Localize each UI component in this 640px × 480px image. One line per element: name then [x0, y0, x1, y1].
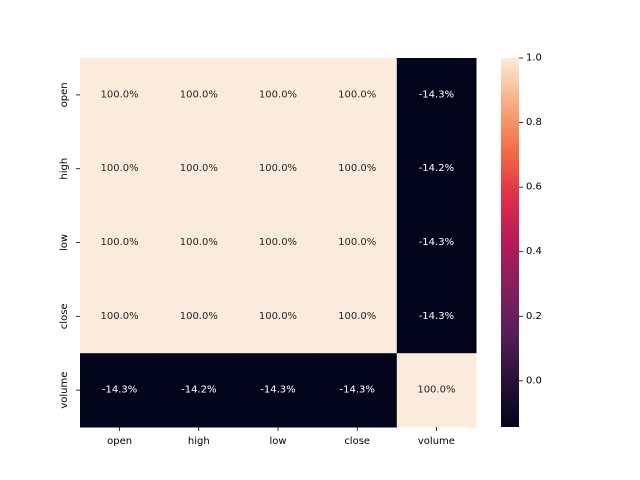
heatmap-cell-label: 100.0%	[417, 385, 455, 396]
heatmap-cell-label: 100.0%	[259, 89, 297, 100]
x-axis: open high low close volume	[107, 427, 455, 447]
heatmap-cell-label: 100.0%	[180, 163, 218, 174]
colorbar-tick-label: 0.4	[526, 246, 542, 257]
heatmap-cell-label: 100.0%	[338, 163, 376, 174]
heatmap-cell	[317, 353, 398, 428]
heatmap-cell-label: 100.0%	[180, 311, 218, 322]
heatmap-cell	[80, 279, 160, 354]
y-tick-label: open	[59, 82, 70, 107]
heatmap-cell	[80, 353, 160, 428]
heatmap-cell	[159, 58, 239, 133]
heatmap-cell-label: 100.0%	[338, 311, 376, 322]
colorbar-tick-label: 1.0	[526, 53, 542, 64]
heatmap-cell	[159, 279, 239, 354]
heatmap-cell	[80, 58, 160, 133]
heatmap-cell	[396, 131, 477, 207]
heatmap-cell-label: -14.3%	[419, 237, 454, 248]
heatmap-cell-label: 100.0%	[338, 89, 376, 100]
heatmap-cell	[396, 205, 477, 280]
heatmap-cell-label: -14.3%	[102, 385, 137, 396]
heatmap-cell-label: 100.0%	[180, 237, 218, 248]
heatmap-cell	[238, 58, 319, 133]
heatmap-cell-label: -14.2%	[419, 163, 454, 174]
heatmap-cell	[396, 353, 477, 428]
x-tick-label: open	[107, 436, 132, 447]
colorbar-tick-label: 0.6	[526, 182, 542, 193]
heatmap-cell	[159, 353, 239, 428]
heatmap-cell-label: 100.0%	[101, 89, 139, 100]
heatmap-cell	[396, 58, 477, 133]
heatmap-cell-label: -14.3%	[260, 385, 295, 396]
x-tick-label: volume	[418, 436, 455, 447]
y-tick-label: low	[59, 234, 70, 251]
heatmap-cell	[80, 205, 160, 280]
heatmap-cell	[238, 205, 319, 280]
heatmap-cell-label: -14.3%	[419, 311, 454, 322]
heatmap-cells	[80, 58, 477, 428]
heatmap-cell	[317, 131, 398, 207]
colorbar: 0.0 0.2 0.4 0.6 0.8 1.0	[501, 53, 542, 427]
heatmap-cell-label: -14.3%	[419, 89, 454, 100]
colorbar-tick-label: 0.2	[526, 311, 542, 322]
heatmap-cell	[396, 279, 477, 354]
y-tick-label: close	[59, 303, 70, 329]
heatmap-cell	[317, 58, 398, 133]
x-tick-label: low	[269, 436, 286, 447]
heatmap-cell	[317, 279, 398, 354]
heatmap-cell	[238, 279, 319, 354]
heatmap-cell-label: -14.2%	[181, 385, 216, 396]
x-tick-label: high	[188, 436, 210, 447]
heatmap-cell	[238, 353, 319, 428]
heatmap-cell-label: 100.0%	[338, 237, 376, 248]
heatmap-cell	[159, 205, 239, 280]
heatmap-cell	[80, 131, 160, 207]
colorbar-tick-label: 0.0	[526, 375, 542, 386]
colorbar-gradient	[501, 58, 519, 427]
heatmap-cell-label: 100.0%	[259, 311, 297, 322]
heatmap-cell-label: 100.0%	[180, 89, 218, 100]
heatmap-cell	[159, 131, 239, 207]
heatmap-cell-label: 100.0%	[259, 163, 297, 174]
y-tick-label: high	[59, 158, 70, 180]
heatmap-cell	[238, 131, 319, 207]
heatmap-cell-label: 100.0%	[101, 237, 139, 248]
y-tick-label: volume	[59, 372, 70, 409]
colorbar-tick-label: 0.8	[526, 117, 542, 128]
heatmap-cell-labels: 100.0% 100.0% 100.0% 100.0% -14.3% 100.0% 100.…	[101, 89, 456, 395]
heatmap-cell	[317, 205, 398, 280]
heatmap-cell-label: 100.0%	[101, 163, 139, 174]
heatmap-cell-label: 100.0%	[259, 237, 297, 248]
heatmap-cell-label: -14.3%	[340, 385, 375, 396]
y-axis: open high low close volume	[59, 82, 80, 409]
x-tick-label: close	[344, 436, 370, 447]
heatmap-cell-label: 100.0%	[101, 311, 139, 322]
